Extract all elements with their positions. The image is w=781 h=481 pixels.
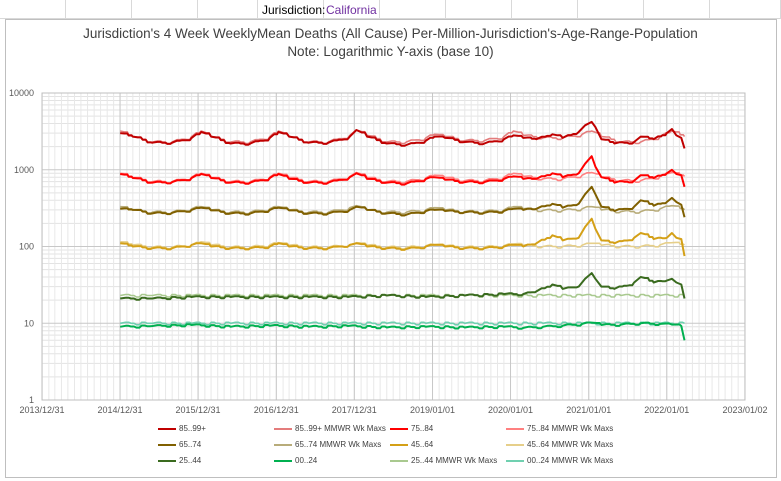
sheet-cell[interactable] [0,0,66,19]
legend-label: 85..99+ [179,424,206,433]
legend-entry: 85..99+ [158,424,206,433]
legend-swatch [390,427,408,430]
legend-entry: 85..99+ MMWR Wk Maxs [274,424,386,433]
sheet-cell[interactable] [324,0,380,19]
y-tick-label: 1000 [14,165,34,175]
legend-swatch [158,459,176,462]
sheet-cell[interactable] [198,0,258,19]
y-tick-label: 100 [19,242,34,252]
x-tick-label: 2019/01/01 [410,405,455,415]
x-tick-label: 2015/12/31 [176,405,221,415]
legend-label: 45..64 MMWR Wk Maxs [527,440,614,449]
chart-title: Jurisdiction's 4 Week WeeklyMean Deaths … [83,26,698,41]
legend-label: 25..44 MMWR Wk Maxs [411,456,498,465]
x-tick-label: 2021/01/01 [566,405,611,415]
legend-swatch [506,427,524,430]
plot-border [41,92,746,401]
legend-entry: 65..74 [158,440,201,449]
legend-entry: 00..24 MMWR Wk Maxs [506,456,613,465]
legend-label: 65..74 MMWR Wk Maxs [295,440,382,449]
x-tick-label: 2022/01/01 [644,405,689,415]
x-tick-label: 2014/12/31 [97,405,142,415]
legend-swatch [274,459,292,462]
y-tick-label: 1 [29,395,34,405]
legend-entry: 25..44 MMWR Wk Maxs [390,456,497,465]
legend-label: 85..99+ MMWR Wk Maxs [295,424,386,433]
jurisdiction-value[interactable]: California [326,3,377,17]
sheet-cell[interactable] [132,0,198,19]
sheet-cell[interactable] [446,0,512,19]
spreadsheet-header-row [0,0,781,20]
legend-swatch [506,443,524,446]
x-tick-label: 2013/12/31 [19,405,64,415]
y-tick-label: 10 [24,318,34,328]
legend-swatch [506,459,524,462]
x-tick-label: 2016/12/31 [254,405,299,415]
sheet-cell[interactable] [512,0,578,19]
legend-label: 25..44 [179,456,202,465]
legend-swatch [274,443,292,446]
sheet-cell[interactable] [66,0,132,19]
series-line-45-64 [120,217,686,257]
legend-swatch [158,443,176,446]
legend-label: 65..74 [179,440,202,449]
series-line-00-24 [120,321,686,341]
legend-swatch [390,443,408,446]
sheet-cell[interactable] [644,0,710,19]
legend-label: 45..64 [411,440,434,449]
x-tick-label: 2020/01/01 [488,405,533,415]
chart-subtitle: Note: Logarithmic Y-axis (base 10) [287,44,494,59]
legend-entry: 25..44 [158,456,201,465]
legend-swatch [158,427,176,430]
series-line-75-84 [120,155,686,188]
series-line-85-99- [120,120,686,149]
legend-swatch [274,427,292,430]
legend-entry: 65..74 MMWR Wk Maxs [274,440,381,449]
legend: 85..99+ 85..99+ MMWR Wk Maxs 75..84 75..84 … [158,424,678,474]
legend-entry: 75..84 MMWR Wk Maxs [506,424,613,433]
series-line-65-74 [120,185,686,218]
legend-entry: 45..64 [390,440,433,449]
legend-entry: 00..24 [274,456,317,465]
series-line-25-44 [120,272,686,301]
legend-label: 00..24 MMWR Wk Maxs [527,456,614,465]
legend-swatch [390,459,408,462]
sheet-cell[interactable] [578,0,644,19]
legend-entry: 75..84 [390,424,433,433]
x-tick-label: 2017/12/31 [332,405,377,415]
x-tick-label: 2023/01/02 [722,405,767,415]
sheet-cell[interactable] [380,0,446,19]
legend-label: 00..24 [295,456,318,465]
legend-label: 75..84 [411,424,434,433]
sheet-cell[interactable] [258,0,324,19]
legend-label: 75..84 MMWR Wk Maxs [527,424,614,433]
y-tick-label: 10000 [9,88,34,98]
jurisdiction-label: Jurisdiction: [262,3,326,17]
legend-entry: 45..64 MMWR Wk Maxs [506,440,613,449]
